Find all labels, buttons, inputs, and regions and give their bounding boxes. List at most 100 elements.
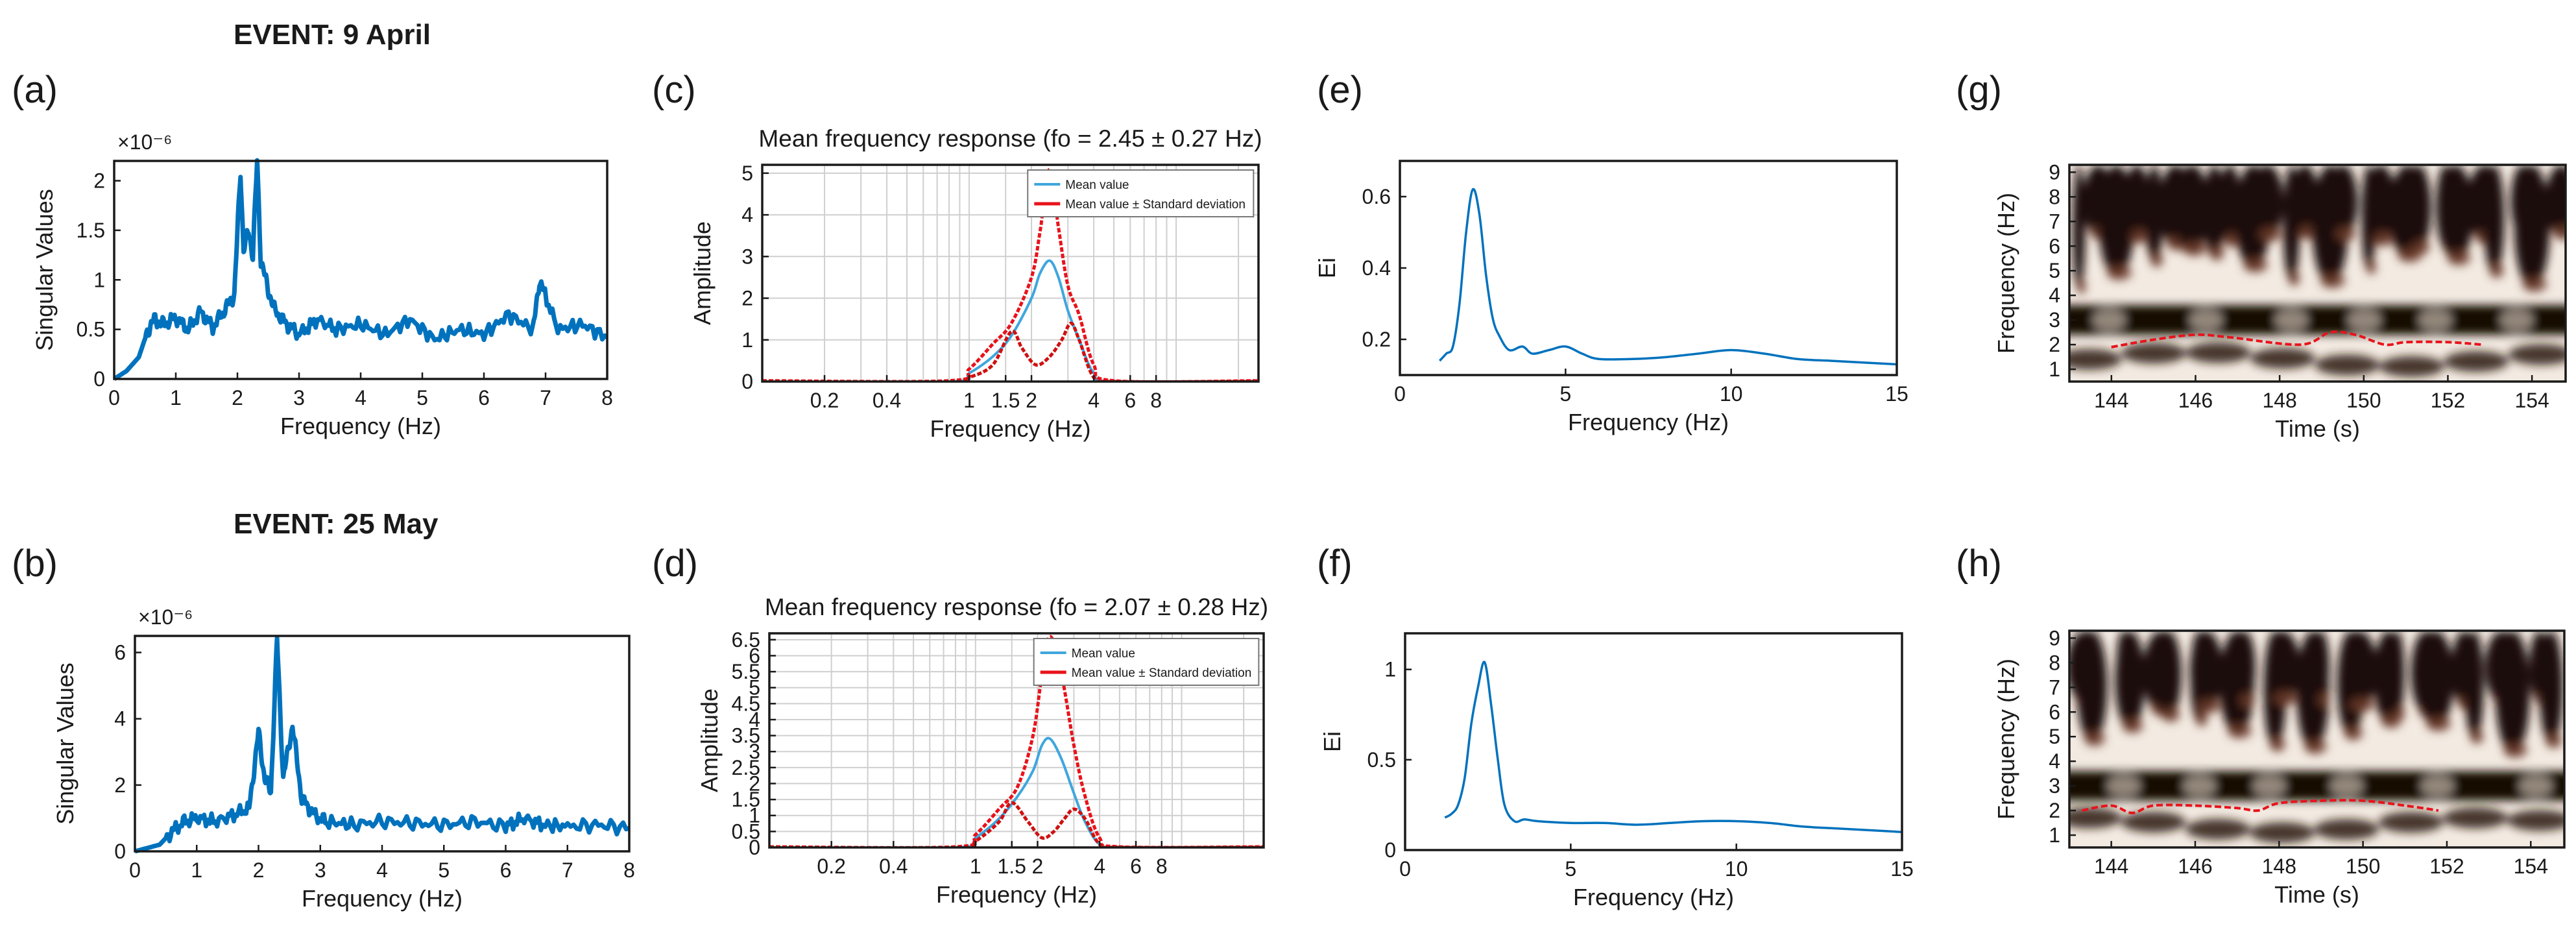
ytick-label-g-2: 3 — [2049, 308, 2060, 332]
heat-streak-end-h-10 — [2269, 736, 2286, 753]
xtick-label-h-3: 150 — [2346, 855, 2380, 878]
heat-streak-end-g-13 — [2320, 273, 2346, 289]
heat-streak-end-g-16 — [2372, 231, 2394, 247]
heat-streak-end-g-4 — [2150, 252, 2163, 268]
title-d: Mean frequency response (fo = 2.07 ± 0.2… — [765, 594, 1268, 620]
xtick-label-f-3: 15 — [1890, 857, 1914, 881]
ytick-label-d-3: 1.5 — [732, 788, 760, 811]
ytick-label-h-4: 5 — [2049, 725, 2060, 748]
heat-low-h-0 — [2069, 807, 2122, 829]
xtick-label-d-3: 1.5 — [997, 855, 1026, 878]
exponent-a: ×10⁻⁶ — [117, 130, 172, 154]
axes-frame-f — [1404, 632, 1903, 851]
heat-low-h-3 — [2250, 822, 2315, 844]
heat-gap-g-1 — [2189, 310, 2223, 331]
xtick-label-e-3: 15 — [1885, 382, 1908, 406]
heat-streak-h-7 — [2189, 631, 2223, 710]
xtick-label-g-2: 148 — [2262, 389, 2296, 412]
plot-area-e — [1400, 161, 1897, 375]
xtick-label-h-5: 154 — [2514, 855, 2548, 878]
title-c: Mean frequency response (fo = 2.45 ± 0.2… — [758, 125, 1262, 152]
ylabel-d: Amplitude — [696, 688, 723, 792]
heat-streak-h-9 — [2233, 631, 2256, 705]
ytick-label-h-3: 4 — [2049, 749, 2060, 773]
heat-streak-h-17 — [2390, 631, 2405, 717]
ytick-label-d-0: 0 — [749, 836, 760, 859]
heat-streak-end-g-11 — [2288, 271, 2300, 287]
ytick-label-d-12: 6 — [749, 644, 760, 667]
series-line-f-0 — [1444, 661, 1903, 833]
axes-frame-c — [761, 164, 1260, 383]
heat-low-g-0 — [2069, 348, 2122, 370]
heat-streak-end-g-0 — [2076, 278, 2086, 295]
legend-d: Mean value Mean value ± Standard deviatio… — [1033, 638, 1260, 686]
heat-streak-end-h-3 — [2122, 718, 2143, 734]
heat-streak-g-3 — [2123, 165, 2150, 241]
heat-streak-end-h-19 — [2426, 716, 2451, 732]
xtick-label-g-5: 154 — [2514, 389, 2549, 412]
xtick-label-e-1: 5 — [1559, 382, 1571, 406]
heat-gap-h-4 — [2420, 775, 2455, 797]
heat-streak-end-h-25 — [2545, 733, 2562, 749]
heat-streak-g-12 — [2291, 165, 2319, 237]
heat-low-h-2 — [2185, 818, 2250, 840]
chart-a-singular-values-april: 0 1 2 3 4 5 6 7 8 0 0.5 1 1.5 2 Frequency (Hz) Singular… — [31, 130, 613, 439]
heat-streak-end-h-6 — [2195, 711, 2208, 727]
heat-streak-h-15 — [2341, 631, 2377, 709]
ytick-label-g-4: 5 — [2049, 259, 2060, 282]
heat-low-g-4 — [2315, 354, 2380, 376]
xtick-label-c-6: 6 — [1124, 389, 1136, 412]
heat-streak-end-h-9 — [2239, 692, 2255, 709]
ytick-label-c-0: 0 — [741, 370, 753, 393]
heat-low-h-4 — [2314, 819, 2379, 840]
legend-label-std-d: Mean value ± Standard deviation — [1072, 666, 1252, 680]
ytick-label-e-1: 0.4 — [1362, 256, 1391, 280]
panel-letter-d: (d) — [652, 542, 698, 585]
xtick-label-a-3: 3 — [293, 386, 305, 409]
ytick-label-h-5: 6 — [2049, 700, 2060, 724]
grid-c — [762, 165, 1258, 382]
heat-low-g-3 — [2250, 348, 2315, 369]
ytick-label-b-1: 2 — [114, 773, 126, 797]
xtick-label-c-2: 1 — [963, 389, 975, 412]
panel-letter-g: (g) — [1956, 69, 2002, 111]
exponent-b: ×10⁻⁶ — [138, 605, 193, 629]
heat-low-h-7 — [2507, 810, 2564, 831]
heat-streak-g-22 — [2483, 165, 2505, 274]
heat-low-h-6 — [2442, 807, 2508, 829]
legend-label-std-c: Mean value ± Standard deviation — [1065, 198, 1246, 212]
heat-streak-end-h-7 — [2197, 698, 2221, 714]
xtick-label-c-5: 4 — [1088, 389, 1100, 412]
ytick-label-d-9: 4.5 — [732, 692, 760, 715]
legend-box-c — [1027, 169, 1255, 217]
ytick-label-f-2: 1 — [1384, 658, 1396, 681]
xtick-label-d-2: 1 — [970, 855, 981, 878]
series-line-a-0 — [113, 158, 609, 381]
heat-streak-h-23 — [2495, 631, 2531, 755]
legend-label-mean-c: Mean value — [1065, 178, 1129, 192]
xtick-label-c-7: 8 — [1150, 389, 1162, 412]
xtick-label-g-0: 144 — [2094, 389, 2128, 412]
xtick-label-c-1: 0.4 — [873, 389, 901, 412]
heat-streak-end-g-14 — [2335, 226, 2356, 242]
heat-streak-end-g-10 — [2258, 226, 2281, 243]
ytick-label-d-6: 3 — [749, 740, 760, 763]
heat-streak-h-25 — [2539, 631, 2564, 745]
heat-gap-h-3 — [2329, 775, 2364, 797]
ytick-label-c-1: 1 — [741, 328, 753, 352]
ytick-label-d-11: 5.5 — [732, 660, 760, 683]
heat-gap-g-2 — [2274, 310, 2309, 331]
ytick-label-e-2: 0.6 — [1362, 185, 1391, 208]
ytick-label-a-3: 1.5 — [77, 219, 105, 242]
ytick-label-d-5: 2.5 — [732, 756, 760, 779]
ytick-label-c-5: 5 — [741, 162, 753, 185]
ytick-label-a-2: 1 — [93, 268, 105, 291]
ytick-label-h-2: 3 — [2049, 774, 2060, 797]
ytick-label-d-1: 0.5 — [732, 820, 760, 843]
xtick-label-a-0: 0 — [108, 386, 120, 409]
heat-low-g-6 — [2444, 351, 2509, 372]
legend-c: Mean value Mean value ± Standard deviatio… — [1027, 169, 1255, 217]
heat-gap-g-4 — [2418, 310, 2453, 331]
heat-streak-end-h-23 — [2503, 742, 2528, 759]
